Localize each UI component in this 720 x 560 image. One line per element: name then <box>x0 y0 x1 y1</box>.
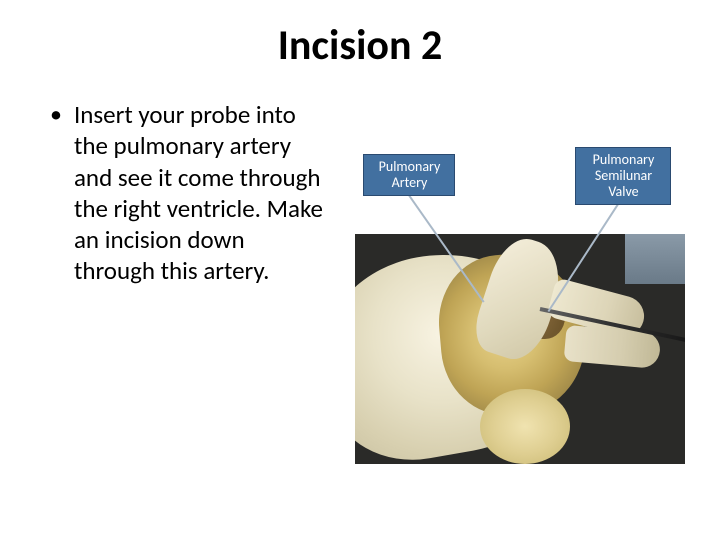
dissection-photo <box>355 234 685 464</box>
tray-edge <box>625 234 685 284</box>
tissue-lobe <box>480 389 570 464</box>
label-pulmonary-semilunar-valve: Pulmonary Semilunar Valve <box>575 147 671 205</box>
text-column: • Insert your probe into the pulmonary a… <box>50 99 325 479</box>
bullet-item: • Insert your probe into the pulmonary a… <box>50 99 325 287</box>
figure-column: Pulmonary Artery Pulmonary Semilunar Val… <box>345 99 680 479</box>
content-row: • Insert your probe into the pulmonary a… <box>0 99 720 479</box>
bullet-dot-icon: • <box>50 99 62 131</box>
bullet-text: Insert your probe into the pulmonary art… <box>74 99 326 287</box>
label-pulmonary-artery: Pulmonary Artery <box>363 154 455 196</box>
slide-title: Incision 2 <box>0 20 720 71</box>
